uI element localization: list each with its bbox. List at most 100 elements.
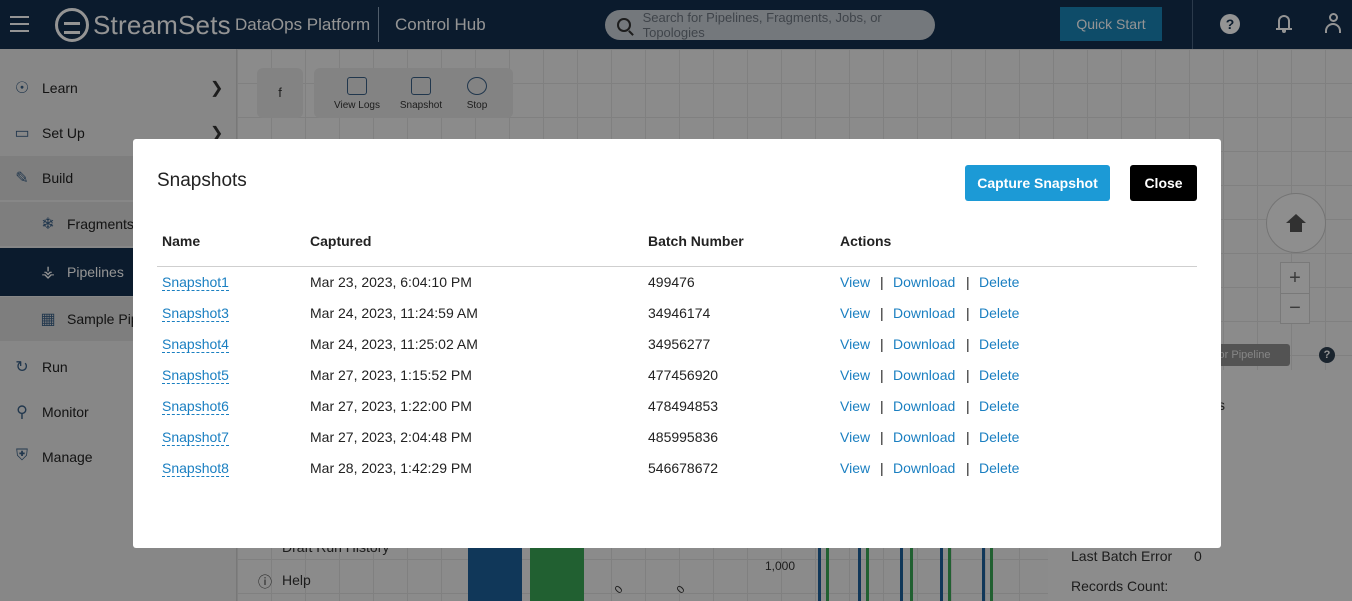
sidebar-item-label: Pipelines (67, 264, 124, 280)
quick-start-button[interactable]: Quick Start (1060, 7, 1162, 41)
toolbar-f-button[interactable]: f (257, 68, 303, 118)
snapshot-name-link[interactable]: Snapshot6 (162, 398, 229, 415)
captured-timestamp: Mar 27, 2023, 2:04:48 PM (310, 429, 472, 445)
view-link[interactable]: View (840, 429, 871, 445)
sidebar-item-monitor[interactable]: ⚲ Monitor (0, 390, 237, 434)
action-separator: | (880, 429, 884, 445)
help-link[interactable]: Help (282, 572, 311, 588)
sidebar-item-label: Fragments (67, 216, 134, 232)
sidebar-item-label: Set Up (42, 125, 85, 141)
global-search[interactable]: Search for Pipelines, Fragments, Jobs, o… (605, 10, 935, 40)
zoom-control[interactable]: + − (1280, 262, 1310, 324)
axis-tick-label: 1,000 (765, 559, 796, 573)
delete-link[interactable]: Delete (979, 336, 1020, 352)
snapshot-name-link[interactable]: Snapshot3 (162, 305, 229, 322)
bell-icon[interactable] (1276, 14, 1292, 33)
batch-number: 546678672 (648, 460, 719, 476)
user-icon[interactable] (1325, 13, 1341, 33)
action-separator: | (880, 460, 884, 476)
close-button[interactable]: Close (1130, 165, 1197, 201)
action-separator: | (966, 398, 970, 414)
table-row: Snapshot8 Mar 28, 2023, 1:42:29 PM 5466786… (133, 460, 1221, 491)
table-row: Snapshot3 Mar 24, 2023, 11:24:59 AM 349461… (133, 305, 1221, 336)
batch-number: 499476 (648, 274, 695, 290)
download-link[interactable]: Download (893, 398, 956, 414)
canvas-pan-control[interactable] (1266, 193, 1326, 253)
delete-link[interactable]: Delete (979, 429, 1020, 445)
help-icon[interactable]: ? (1319, 347, 1335, 363)
action-separator: | (880, 367, 884, 383)
delete-link[interactable]: Delete (979, 367, 1020, 383)
last-batch-error-value: 0 (1194, 548, 1202, 564)
help-icon[interactable]: ? (1220, 14, 1240, 34)
captured-timestamp: Mar 24, 2023, 11:24:59 AM (310, 305, 478, 321)
home-icon[interactable] (1286, 214, 1306, 232)
sidebar-item-label: Run (42, 359, 68, 375)
snapshot-name-link[interactable]: Snapshot8 (162, 460, 229, 477)
view-logs-button[interactable]: View Logs (328, 77, 386, 111)
action-separator: | (880, 274, 884, 290)
brand-logo[interactable]: StreamSets (55, 8, 231, 42)
delete-link[interactable]: Delete (979, 398, 1020, 414)
capture-snapshot-button[interactable]: Capture Snapshot (965, 165, 1110, 201)
delete-link[interactable]: Delete (979, 460, 1020, 476)
column-header-name: Name (162, 233, 201, 249)
partial-label: s (1218, 397, 1225, 413)
download-link[interactable]: Download (893, 305, 956, 321)
chart-line (866, 548, 869, 601)
view-link[interactable]: View (840, 398, 871, 414)
action-separator: | (966, 336, 970, 352)
view-link[interactable]: View (840, 305, 871, 321)
download-link[interactable]: Download (893, 274, 956, 290)
dialog-title: Snapshots (157, 170, 247, 191)
view-link[interactable]: View (840, 367, 871, 383)
sidebar-item-setup[interactable]: ▭ Set Up ❯ (0, 111, 237, 155)
pipeline-toolbar: View Logs Snapshot Stop (314, 68, 513, 118)
table-row: Snapshot1 Mar 23, 2023, 6:04:10 PM 499476 V… (133, 274, 1221, 305)
table-row: Snapshot5 Mar 27, 2023, 1:15:52 PM 4774569… (133, 367, 1221, 398)
captured-timestamp: Mar 27, 2023, 1:22:00 PM (310, 398, 472, 414)
product-name: DataOps Platform (235, 15, 371, 34)
menu-icon[interactable] (10, 16, 29, 32)
action-separator: | (880, 398, 884, 414)
brand-name: StreamSets (93, 9, 231, 40)
chart-bar (530, 548, 584, 601)
sidebar-item-label: Monitor (42, 404, 89, 420)
sidebar-item-run[interactable]: ↻ Run (0, 345, 237, 389)
download-link[interactable]: Download (893, 460, 956, 476)
table-row: Snapshot7 Mar 27, 2023, 2:04:48 PM 4859958… (133, 429, 1221, 460)
sidebar-item-manage[interactable]: ⛨ Manage (0, 435, 237, 479)
batch-number: 34956277 (648, 336, 711, 352)
zoom-out-icon[interactable]: − (1289, 297, 1301, 319)
delete-link[interactable]: Delete (979, 305, 1020, 321)
monitor-search-icon: ⚲ (16, 404, 28, 421)
stop-button[interactable]: Stop (448, 77, 506, 111)
batch-number: 478494853 (648, 398, 719, 414)
sidebar-item-label: Sample Pip (67, 311, 139, 327)
zoom-in-icon[interactable]: + (1281, 263, 1309, 294)
search-input[interactable]: Search for Pipelines, Fragments, Jobs, o… (642, 10, 882, 40)
download-link[interactable]: Download (893, 429, 956, 445)
action-separator: | (966, 305, 970, 321)
view-link[interactable]: View (840, 460, 871, 476)
sidebar-item-learn[interactable]: ☉ Learn ❯ (0, 66, 237, 110)
snapshot-name-link[interactable]: Snapshot5 (162, 367, 229, 384)
view-link[interactable]: View (840, 336, 871, 352)
download-link[interactable]: Download (893, 336, 956, 352)
snapshot-button[interactable]: Snapshot (392, 77, 450, 111)
run-icon: ↻ (15, 359, 29, 376)
sidebar-item-label: Learn (42, 80, 78, 96)
view-link[interactable]: View (840, 274, 871, 290)
action-separator: | (966, 460, 970, 476)
action-separator: | (880, 336, 884, 352)
header-divider (378, 7, 379, 42)
records-count-label: Records Count: (1071, 578, 1169, 594)
download-link[interactable]: Download (893, 367, 956, 383)
delete-link[interactable]: Delete (979, 274, 1020, 290)
snapshot-name-link[interactable]: Snapshot7 (162, 429, 229, 446)
snapshot-name-link[interactable]: Snapshot4 (162, 336, 229, 353)
action-separator: | (966, 367, 970, 383)
column-header-actions: Actions (840, 233, 892, 249)
help-icon[interactable]: ⓘ (258, 574, 272, 590)
snapshot-name-link[interactable]: Snapshot1 (162, 274, 229, 291)
